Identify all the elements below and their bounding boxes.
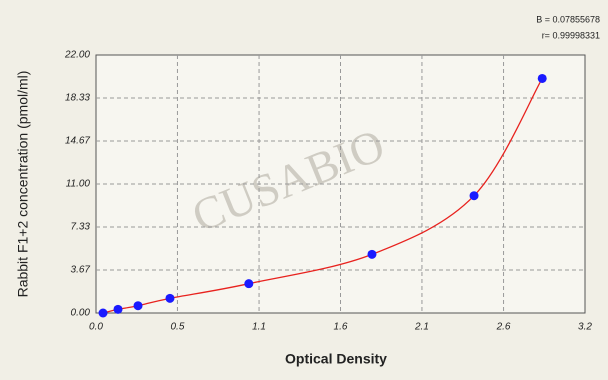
x-tick-label: 0.0 (89, 322, 103, 333)
data-point (113, 304, 123, 314)
annotation: r= 0.99998331 (542, 30, 600, 40)
x-tick-label: 2.1 (414, 322, 429, 333)
x-tick-label: 0.5 (170, 322, 184, 333)
data-point (133, 301, 143, 311)
x-tick-label: 1.1 (252, 322, 266, 333)
y-tick-label: 18.33 (65, 93, 90, 104)
y-tick-label: 11.00 (66, 179, 91, 190)
annotation: B = 0.07855678 (536, 14, 600, 24)
x-tick-label: 1.6 (334, 322, 348, 333)
data-point (367, 249, 377, 259)
data-point (98, 308, 108, 318)
x-tick-label: 3.2 (578, 322, 592, 333)
data-point (165, 293, 175, 303)
data-point (537, 73, 547, 83)
y-axis-title: Rabbit F1+2 concentration (pmol/ml) (15, 71, 31, 298)
y-tick-label: 0.00 (71, 308, 91, 319)
y-tick-label: 3.67 (71, 265, 91, 276)
data-point (244, 279, 254, 289)
data-point (469, 191, 479, 201)
y-tick-label: 14.67 (65, 136, 90, 147)
x-tick-label: 2.6 (496, 322, 511, 333)
y-tick-label: 22.00 (64, 50, 90, 61)
x-axis-title: Optical Density (285, 351, 387, 367)
y-tick-label: 7.33 (71, 222, 91, 233)
